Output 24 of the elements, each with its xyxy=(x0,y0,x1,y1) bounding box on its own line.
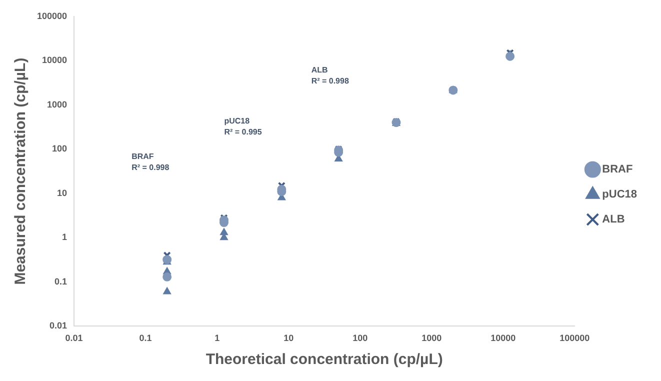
annotation: BRAF R² = 0.998 xyxy=(132,152,170,172)
y-tick-label: 0.1 xyxy=(54,276,68,286)
annotation: ALB R² = 0.998 xyxy=(311,65,350,86)
x-tick-label: 10 xyxy=(284,333,294,344)
x-tick-label: 100 xyxy=(352,333,368,344)
x-tick-label: 1000 xyxy=(422,333,442,344)
x-tick-label: 0.1 xyxy=(139,333,152,344)
legend-label: ALB xyxy=(602,214,625,226)
legend-label: BRAF xyxy=(602,164,633,176)
y-tick-label: 0.01 xyxy=(50,320,68,331)
x-tick-label: 0.01 xyxy=(65,333,83,344)
y-tick-label: 10 xyxy=(57,188,68,198)
y-tick-label: 1 xyxy=(62,232,68,242)
y-tick-label: 100000 xyxy=(36,10,68,21)
y-tick-label: 1000 xyxy=(47,99,68,110)
y-tick-label: 100 xyxy=(52,144,68,154)
x-axis-title: Theoretical concentration (cp/µL) xyxy=(206,351,443,368)
annotation: pUC18 R² = 0.995 xyxy=(224,116,262,137)
x-tick-label: 100000 xyxy=(560,333,590,344)
x-tick-label: 10000 xyxy=(490,333,516,344)
legend-label: pUC18 xyxy=(602,188,637,201)
x-tick-label: 1 xyxy=(214,333,220,344)
y-tick-label: 10000 xyxy=(42,55,68,66)
y-axis-title: Measured concentration (cp/µL) xyxy=(12,58,30,285)
